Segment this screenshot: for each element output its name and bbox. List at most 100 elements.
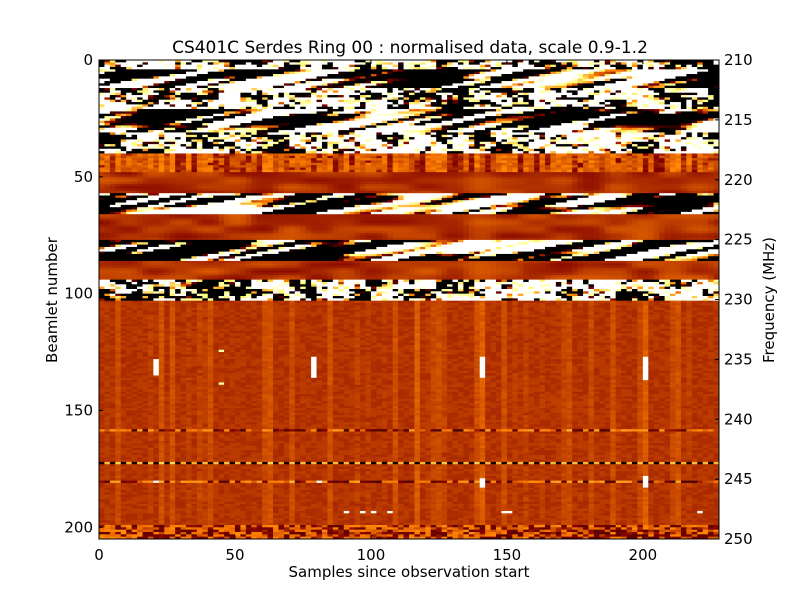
heatmap-cell [572,135,578,138]
heatmap-cell [365,121,371,124]
heatmap-cell [523,151,529,154]
heatmap-cell [191,81,197,84]
heatmap-cell [137,158,143,161]
heatmap-cell [153,135,159,138]
heatmap-cell [643,146,649,149]
heatmap-cell [132,93,138,96]
heatmap-cell [583,114,589,117]
heatmap-cell [230,158,236,161]
heatmap-cell [365,118,371,121]
heatmap-cell [344,86,350,89]
heatmap-cell [637,146,643,149]
heatmap-cell [442,153,448,156]
heatmap-cell [306,118,312,121]
heatmap-cell [143,62,149,65]
heatmap-cell [143,74,149,77]
heatmap-cell [371,97,377,100]
heatmap-cell [670,72,676,75]
heatmap-cell [518,102,524,105]
heatmap-cell [670,116,676,119]
heatmap-cell [240,97,246,100]
heatmap-cell [458,111,464,114]
heatmap-cell [654,125,660,128]
heatmap-cell [501,144,507,147]
heatmap-cell [240,142,246,145]
heatmap-cell [110,158,116,161]
heatmap-cell [491,151,497,154]
heatmap-cell [496,142,502,145]
heatmap-cell [665,118,671,121]
heatmap-cell [567,104,573,107]
heatmap-cell [442,93,448,96]
heatmap-cell [414,74,420,77]
heatmap-cell [371,109,377,112]
heatmap-cell [376,100,382,103]
heatmap-cell [251,153,257,156]
heatmap-cell [257,142,263,145]
heatmap-cell [148,83,154,86]
heatmap-cell [599,160,605,163]
heatmap-cell [491,69,497,72]
heatmap-cell [365,139,371,142]
heatmap-cell [115,158,121,161]
heatmap-cell [376,135,382,138]
heatmap-cell [186,86,192,89]
heatmap-cell [453,144,459,147]
heatmap-cell [447,123,453,126]
heatmap-cell [219,146,225,149]
heatmap-cell [376,123,382,126]
heatmap-cell [208,153,214,156]
heatmap-cell [621,151,627,154]
heatmap-cell [616,90,622,93]
heatmap-cell [197,69,203,72]
heatmap-cell [480,121,486,124]
heatmap-cell [246,160,252,163]
heatmap-cell [268,160,274,163]
heatmap-cell [159,90,165,93]
heatmap-cell [420,130,426,133]
heatmap-cell [344,93,350,96]
heatmap-cell [540,121,546,124]
heatmap-cell [181,90,187,93]
heatmap-cell [371,67,377,70]
heatmap-cell [583,86,589,89]
heatmap-cell [235,97,241,100]
heatmap-cell [387,65,393,68]
heatmap-cell [534,135,540,138]
heatmap-cell [675,79,681,82]
heatmap-cell [469,118,475,121]
heatmap-cell [159,137,165,140]
heatmap-cell [213,65,219,68]
heatmap-cell [627,93,633,96]
heatmap-cell [159,142,165,145]
heatmap-cell [338,81,344,84]
heatmap-cell [485,90,491,93]
heatmap-cell [703,144,709,147]
heatmap-cell [507,65,513,68]
heatmap-cell [425,109,431,112]
heatmap-cell [654,69,660,72]
heatmap-cell [692,139,698,142]
heatmap-cell [627,135,633,138]
heatmap-cell [578,146,584,149]
heatmap-cell [284,156,290,159]
heatmap-cell [132,160,138,163]
heatmap-cell [523,76,529,79]
heatmap-cell [360,97,366,100]
heatmap-cell [300,90,306,93]
heatmap-cell [425,67,431,70]
heatmap-cell [278,153,284,156]
heatmap-cell [578,142,584,145]
heatmap-cell [670,90,676,93]
heatmap-cell [447,156,453,159]
heatmap-cell [627,97,633,100]
heatmap-cell [284,132,290,135]
heatmap-cell [121,72,127,75]
heatmap-cell [670,93,676,96]
heatmap-cell [501,125,507,128]
heatmap-cell [697,139,703,142]
heatmap-cell [132,121,138,124]
heatmap-cell [594,156,600,159]
heatmap-cell [148,132,154,135]
heatmap-cell [251,116,257,119]
